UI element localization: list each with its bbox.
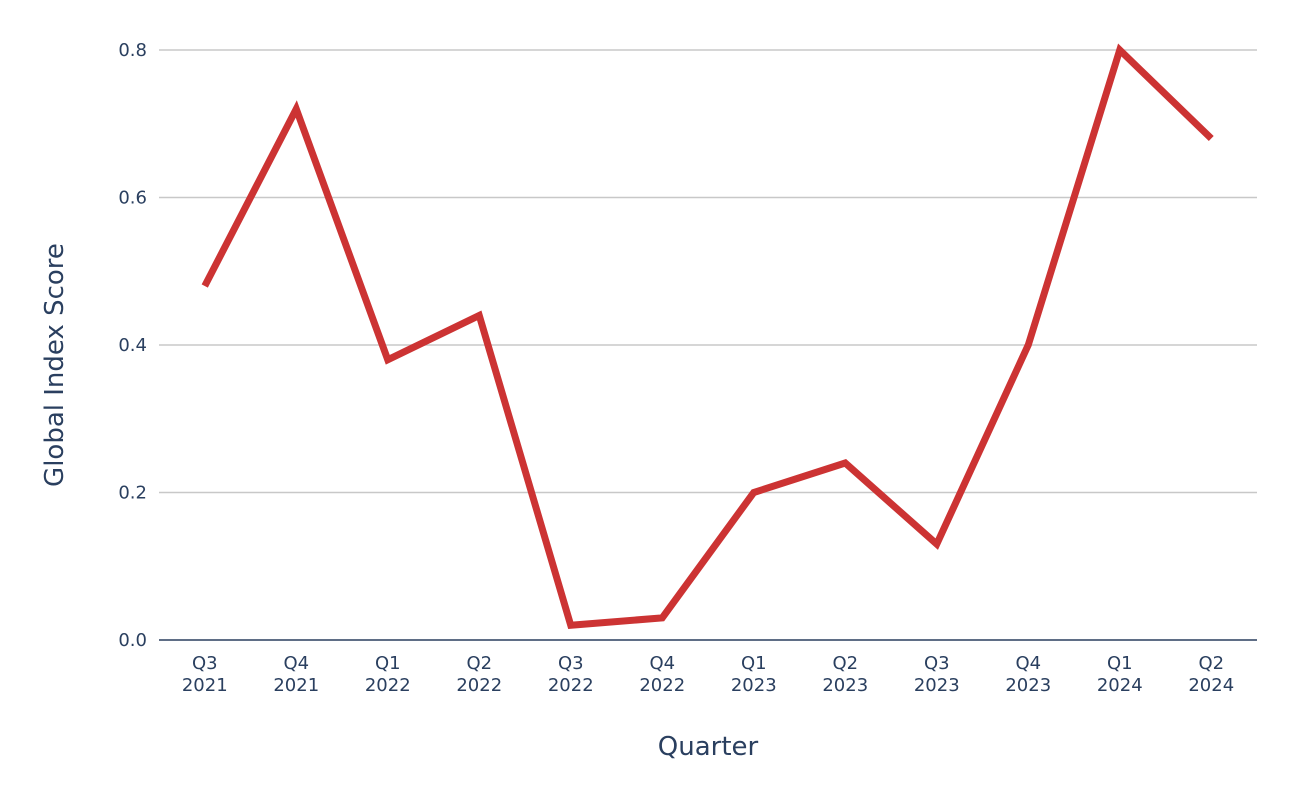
series-line [201, 43, 1214, 629]
y-tick-label: 0.0 [118, 630, 147, 651]
series-layer [201, 43, 1214, 629]
x-tick-label: Q2 2024 [1188, 653, 1234, 696]
x-tick-label: Q1 2023 [731, 653, 777, 696]
y-tick-label: 0.8 [118, 40, 147, 61]
x-tick-label: Q1 2022 [365, 653, 411, 696]
y-tick-label: 0.2 [118, 483, 147, 504]
y-tick-label: 0.4 [118, 335, 147, 356]
y-axis-title: Global Index Score [40, 243, 70, 487]
x-tick-label: Q2 2023 [822, 653, 868, 696]
x-tick-label: Q3 2022 [548, 653, 594, 696]
x-tick-label: Q3 2021 [182, 653, 228, 696]
x-axis-title: Quarter [658, 732, 759, 762]
x-tick-label: Q3 2023 [914, 653, 960, 696]
y-tick-label: 0.6 [118, 188, 147, 209]
x-tick-label: Q4 2022 [639, 653, 685, 696]
tick-labels: 0.0 0.2 0.4 0.6 0.8 Q3 2021 Q4 2021 Q1 2022 Q2 2022 Q… [118, 40, 1234, 696]
x-tick-label: Q1 2024 [1097, 653, 1143, 696]
x-tick-label: Q4 2023 [1005, 653, 1051, 696]
x-tick-label: Q2 2022 [456, 653, 502, 696]
gridlines [159, 49, 1257, 494]
x-tick-label: Q4 2021 [273, 653, 319, 696]
